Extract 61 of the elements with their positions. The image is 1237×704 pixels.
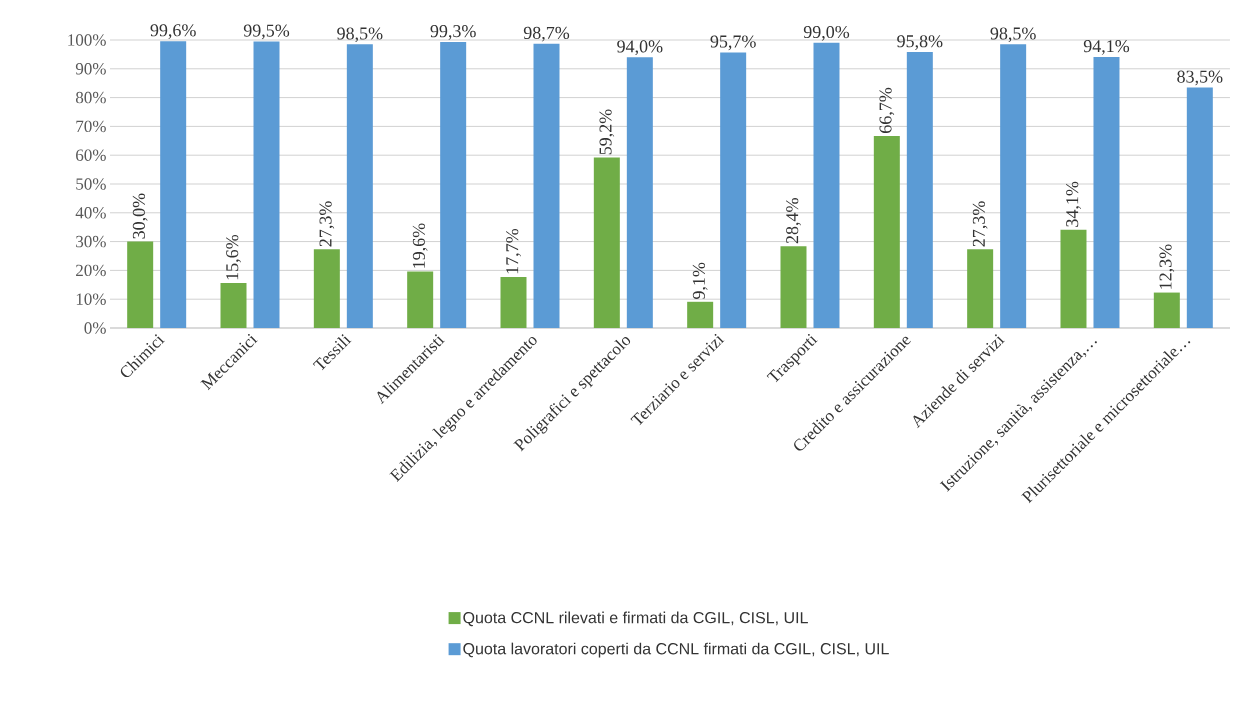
data-label: 99,3% (430, 25, 476, 40)
data-label: 66,7% (879, 87, 895, 133)
y-tick-label: 10% (76, 293, 106, 305)
y-tick-label: 0% (84, 322, 106, 334)
bar (313, 249, 340, 328)
bar (720, 52, 747, 328)
data-label: 95,7% (710, 35, 756, 51)
data-label: 34,1% (1066, 181, 1081, 227)
data-label: 83,5% (1177, 70, 1223, 86)
y-tick-label: 30% (76, 235, 106, 248)
bar (1060, 229, 1087, 328)
bar (873, 135, 900, 328)
data-label: 15,6% (226, 234, 241, 280)
bar (813, 42, 840, 328)
data-label: 28,4% (786, 198, 801, 244)
bar (127, 241, 154, 328)
data-label: 17,7% (506, 228, 521, 274)
y-tick-label: 20% (76, 264, 106, 277)
y-tick-label: 80% (75, 91, 106, 104)
data-label: 98,5% (337, 27, 383, 43)
bar (1186, 87, 1213, 328)
y-tick-label: 100% (68, 34, 106, 46)
bar (160, 41, 187, 328)
bar (346, 44, 373, 328)
bar (500, 277, 527, 328)
data-label: 30,0% (132, 193, 148, 239)
data-label: 94,1% (1083, 40, 1130, 55)
data-label: 94,0% (617, 40, 663, 56)
data-label: 99,0% (803, 25, 850, 41)
data-label: 99,6% (150, 24, 196, 39)
bar (1153, 292, 1180, 328)
bar (906, 52, 933, 328)
y-tick-label: 40% (75, 207, 106, 219)
bar (780, 246, 807, 328)
data-label: 99,5% (243, 24, 290, 40)
bar (593, 157, 620, 328)
bar (967, 249, 994, 328)
y-tick-label: 50% (76, 178, 106, 190)
bar (440, 42, 467, 328)
bar (533, 43, 560, 328)
bar (687, 301, 714, 328)
data-label: 19,6% (412, 223, 428, 268)
data-label: 12,3% (1159, 244, 1175, 289)
data-label: 9,1% (692, 262, 708, 299)
legend-label: Quota CCNL rilevati e firmati da CGIL, CISL, UIL (463, 611, 808, 627)
data-label: 27,3% (319, 201, 335, 247)
data-label: 98,7% (523, 26, 570, 42)
bar (253, 41, 280, 328)
legend-label: Quota lavoratori coperti da CCNL firmati da CGIL, CISL, UIL (463, 642, 889, 658)
bar (1000, 44, 1027, 328)
data-label: 59,2% (599, 109, 615, 155)
y-tick-label: 60% (76, 149, 106, 161)
data-label: 98,5% (990, 27, 1036, 43)
data-label: 95,8% (897, 35, 943, 50)
bar (626, 57, 653, 328)
y-tick-label: 90% (75, 63, 106, 75)
bar (1093, 56, 1120, 328)
data-label: 27,3% (972, 201, 988, 247)
bar (220, 283, 247, 328)
bar (407, 271, 434, 328)
y-tick-label: 70% (76, 120, 106, 133)
